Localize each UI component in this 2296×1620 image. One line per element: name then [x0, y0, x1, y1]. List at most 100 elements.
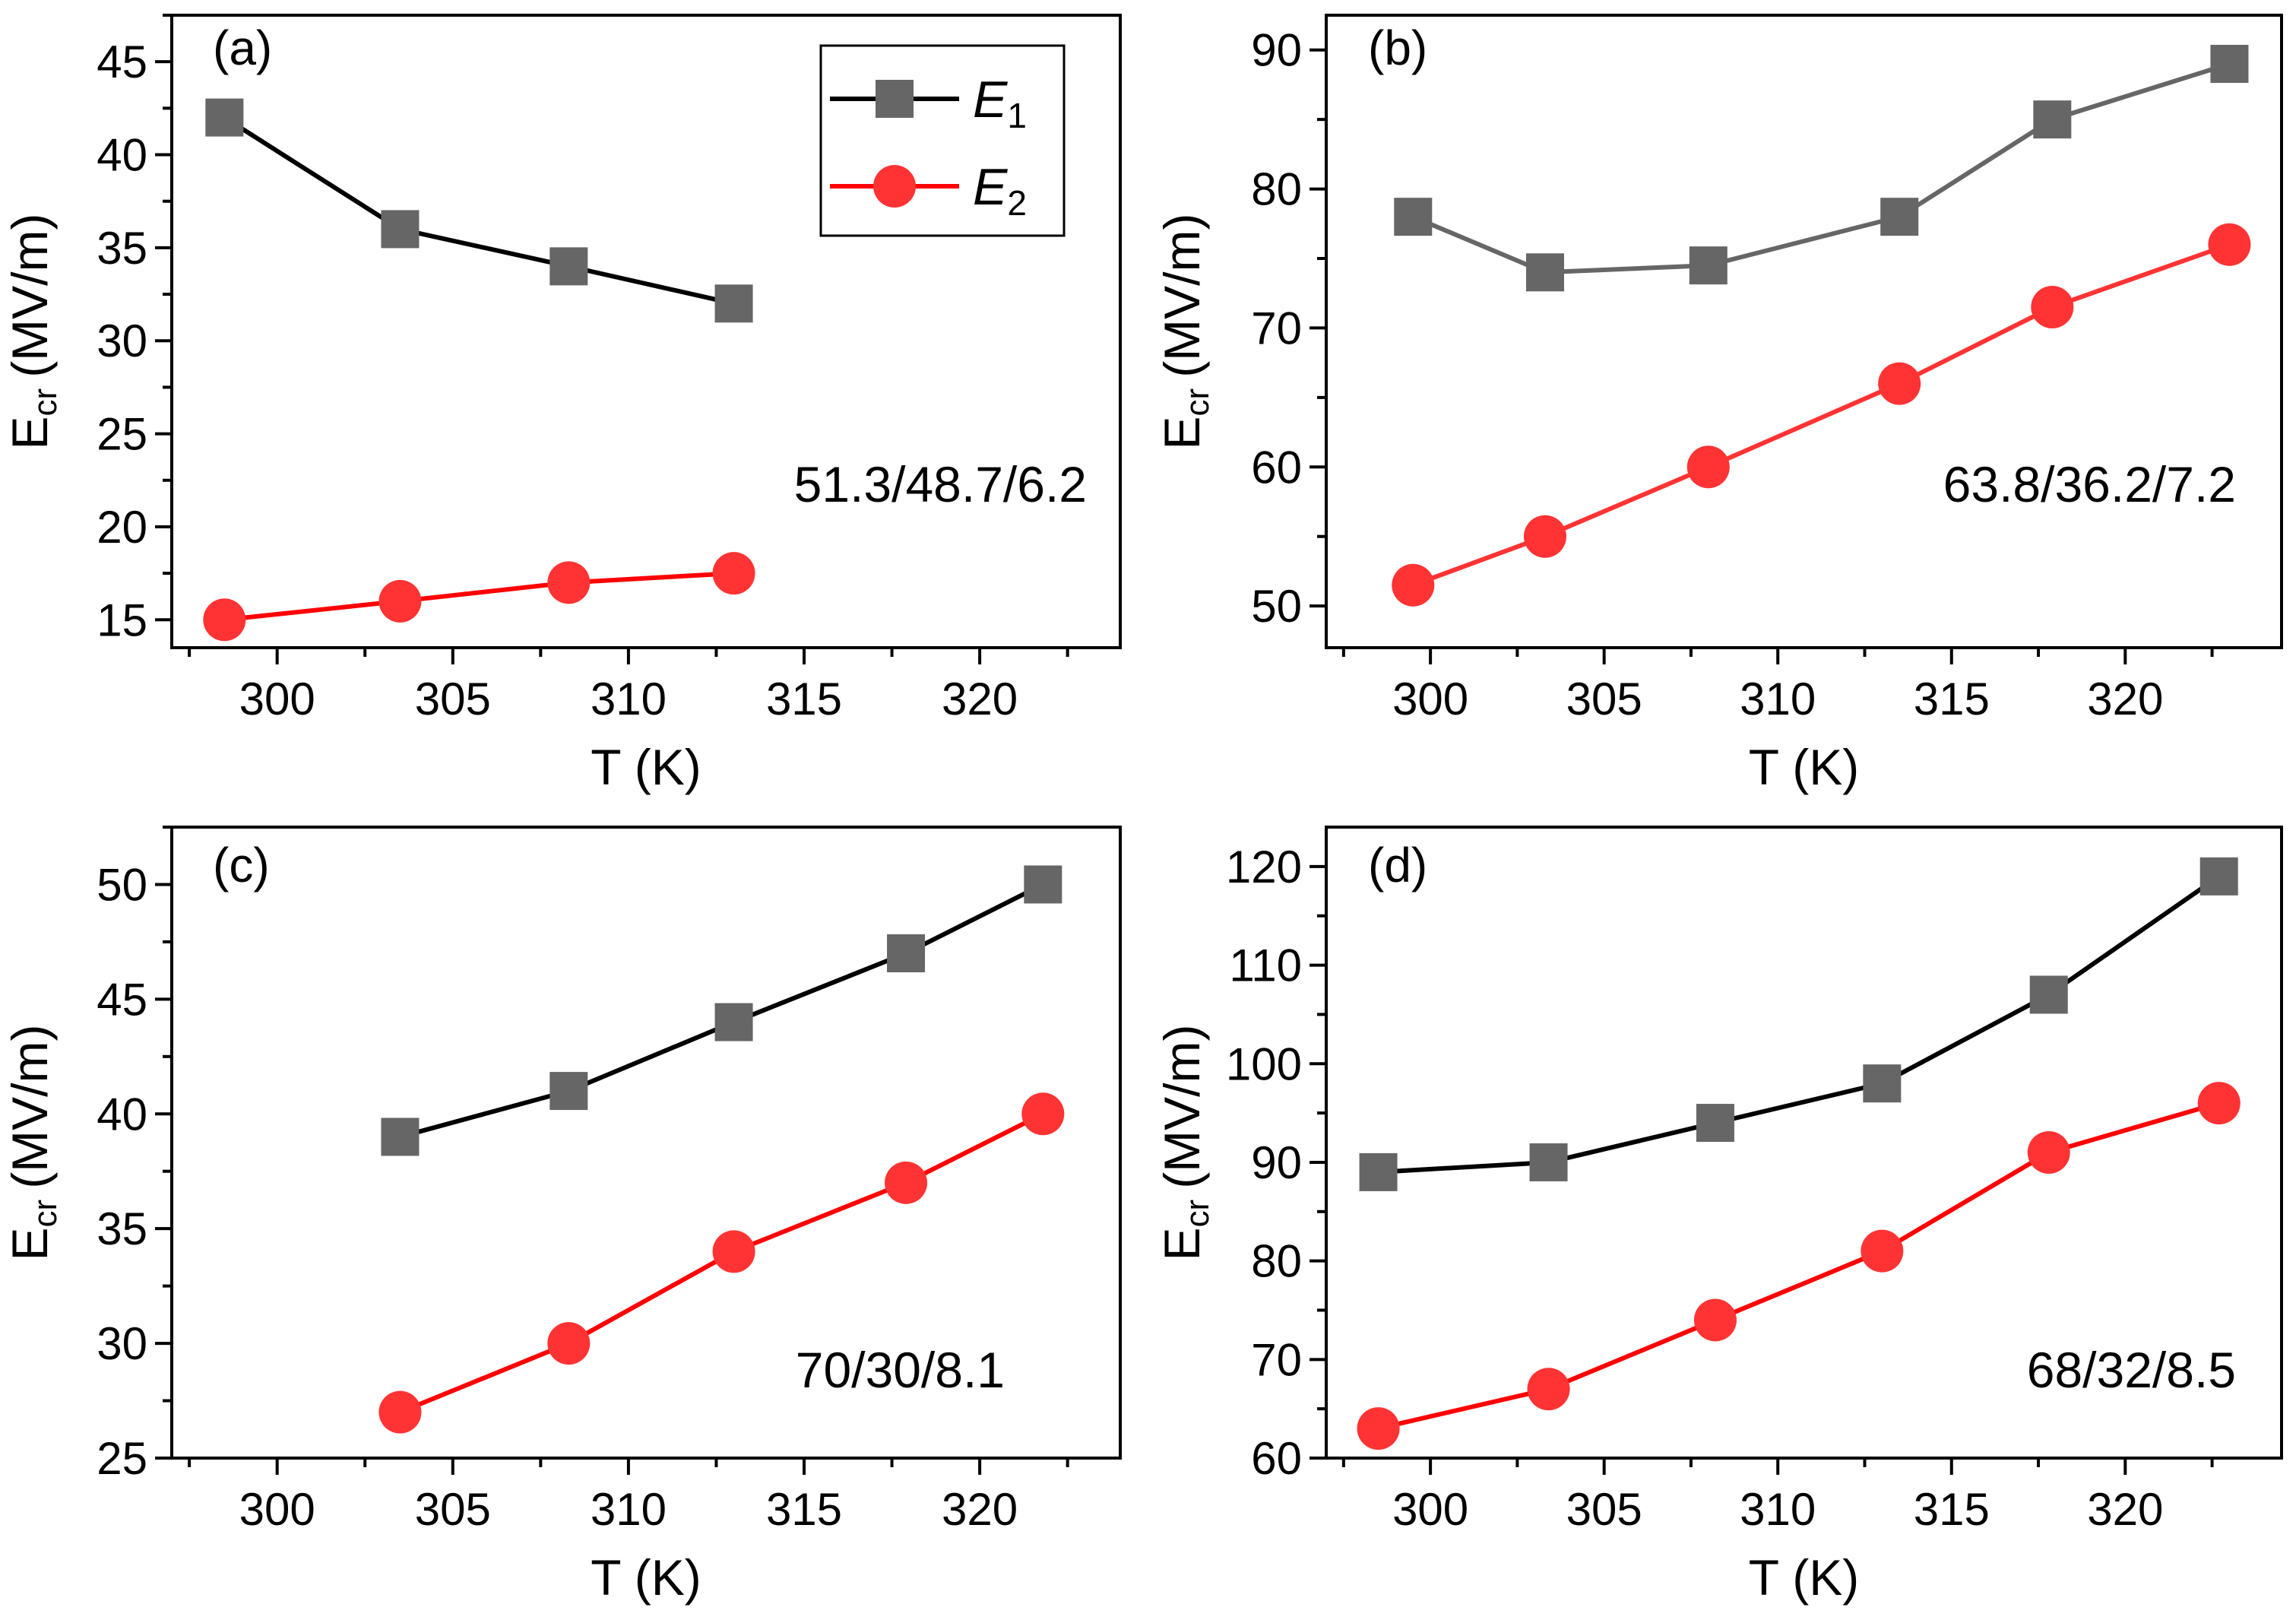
y-tick-label: 90 — [1251, 25, 1302, 76]
y-tick-label: 40 — [97, 130, 147, 181]
plot-frame — [1325, 826, 2283, 1460]
x-tick-label: 315 — [1914, 1484, 1990, 1535]
x-axis-title: T (K) — [591, 739, 701, 795]
data-point-circle — [203, 598, 246, 642]
legend-label-subscript: 1 — [1007, 96, 1027, 135]
data-point-square — [1525, 253, 1564, 292]
y-tick-label: 45 — [97, 974, 147, 1025]
data-point-circle — [1878, 362, 1921, 405]
data-point-square — [2033, 100, 2072, 139]
data-point-circle — [1357, 1407, 1400, 1450]
x-tick-label: 320 — [2087, 674, 2163, 724]
data-point-square — [205, 98, 244, 137]
x-tick-label: 300 — [239, 674, 315, 724]
data-point-circle — [712, 1230, 755, 1273]
plot-frame — [170, 826, 1122, 1460]
data-point-square — [1529, 1143, 1568, 1181]
data-point-circle — [1021, 1092, 1065, 1136]
data-point-square — [381, 1118, 420, 1156]
y-tick-label: 15 — [97, 594, 147, 645]
composition-label: 68/32/8.5 — [2027, 1342, 2236, 1398]
y-tick-label: 40 — [97, 1089, 147, 1140]
y-tick-label: 70 — [1251, 1334, 1302, 1385]
x-tick-label: 310 — [591, 674, 667, 724]
legend-box — [819, 44, 1066, 237]
data-point-square — [549, 1072, 588, 1111]
legend-marker-square — [876, 80, 914, 118]
y-axis-title-unit: (MV/m) — [2, 1025, 58, 1189]
y-tick-label: 30 — [97, 1318, 147, 1369]
series-line-e1 — [1412, 62, 2231, 275]
series-e1 — [1359, 857, 2238, 1191]
x-tick-label: 315 — [766, 1484, 842, 1535]
series-e1 — [381, 865, 1062, 1156]
x-tick-label: 310 — [1740, 1484, 1816, 1535]
data-point-circle — [378, 1390, 422, 1434]
data-point-circle — [1527, 1368, 1570, 1411]
legend-label-subscript: 2 — [1007, 183, 1027, 223]
y-axis-title-subscript: cr — [27, 388, 64, 417]
panel-d: 300 305 310 315 320 60 70 80 90 100 110 120 T (K) Ecr… — [1154, 826, 2283, 1606]
data-point-square — [1689, 246, 1728, 285]
data-point-square — [1880, 198, 1919, 236]
panel-label: (c) — [213, 838, 270, 892]
y-tick-label: 20 — [97, 502, 147, 553]
series-line-e2 — [224, 571, 734, 623]
x-tick-label: 320 — [942, 1484, 1018, 1535]
panel-label: (b) — [1368, 21, 1427, 75]
x-tick-label: 320 — [2087, 1484, 2163, 1535]
x-tick-label: 320 — [942, 674, 1018, 724]
y-axis-title-subscript: cr — [1179, 1200, 1216, 1228]
series-e2 — [1392, 223, 2251, 607]
composition-label: 63.8/36.2/7.2 — [1943, 456, 2236, 512]
y-tick-label: 50 — [97, 859, 147, 910]
data-point-circle — [1693, 1298, 1737, 1342]
data-point-circle — [547, 1322, 591, 1365]
x-axis-title: T (K) — [591, 1549, 701, 1606]
data-point-square — [1394, 198, 1433, 236]
data-point-square — [2029, 975, 2068, 1014]
data-point-circle — [712, 552, 755, 595]
y-axis-title-symbol: E — [2, 416, 58, 449]
data-point-circle — [2027, 1130, 2070, 1174]
y-axis-title-unit: (MV/m) — [1154, 1025, 1210, 1189]
data-point-circle — [1861, 1229, 1904, 1273]
y-axis-title-unit: (MV/m) — [1154, 214, 1210, 378]
series-e1 — [1394, 45, 2249, 292]
y-axis-title-subscript: cr — [27, 1200, 64, 1228]
y-axis-title-symbol: E — [1154, 416, 1210, 449]
data-point-circle — [2031, 286, 2074, 328]
data-point-circle — [1686, 445, 1730, 489]
series-e1 — [205, 98, 753, 323]
y-tick-label: 35 — [97, 1203, 147, 1254]
series-line-e1 — [223, 116, 735, 306]
y-tick-label: 90 — [1251, 1137, 1302, 1188]
y-tick-label: 100 — [1226, 1038, 1302, 1089]
data-point-square — [714, 284, 753, 323]
x-tick-label: 300 — [1392, 1484, 1468, 1535]
x-tick-label: 300 — [239, 1484, 315, 1535]
series-e2 — [378, 1092, 1065, 1434]
data-point-square — [2199, 857, 2238, 896]
y-tick-label: 80 — [1251, 1236, 1302, 1287]
data-point-square — [1359, 1152, 1398, 1191]
data-point-square — [1024, 865, 1062, 904]
y-tick-label: 120 — [1226, 842, 1302, 892]
y-axis-title: Ecr (MV/m) — [2, 1025, 64, 1261]
y-axis-title-symbol: E — [2, 1227, 58, 1260]
y-tick-label: 50 — [1251, 581, 1302, 632]
x-tick-label: 315 — [1914, 674, 1990, 724]
data-point-circle — [378, 579, 422, 623]
y-tick-label: 35 — [97, 223, 147, 274]
y-tick-label: 25 — [97, 409, 147, 460]
y-axis-title: Ecr (MV/m) — [1154, 1025, 1216, 1261]
y-tick-label: 45 — [97, 36, 147, 87]
y-tick-label: 25 — [97, 1433, 147, 1484]
series-e2 — [1357, 1082, 2241, 1450]
x-tick-label: 305 — [415, 674, 491, 724]
x-tick-label: 305 — [415, 1484, 491, 1535]
y-tick-label: 70 — [1251, 303, 1302, 353]
series-e2 — [203, 552, 755, 642]
